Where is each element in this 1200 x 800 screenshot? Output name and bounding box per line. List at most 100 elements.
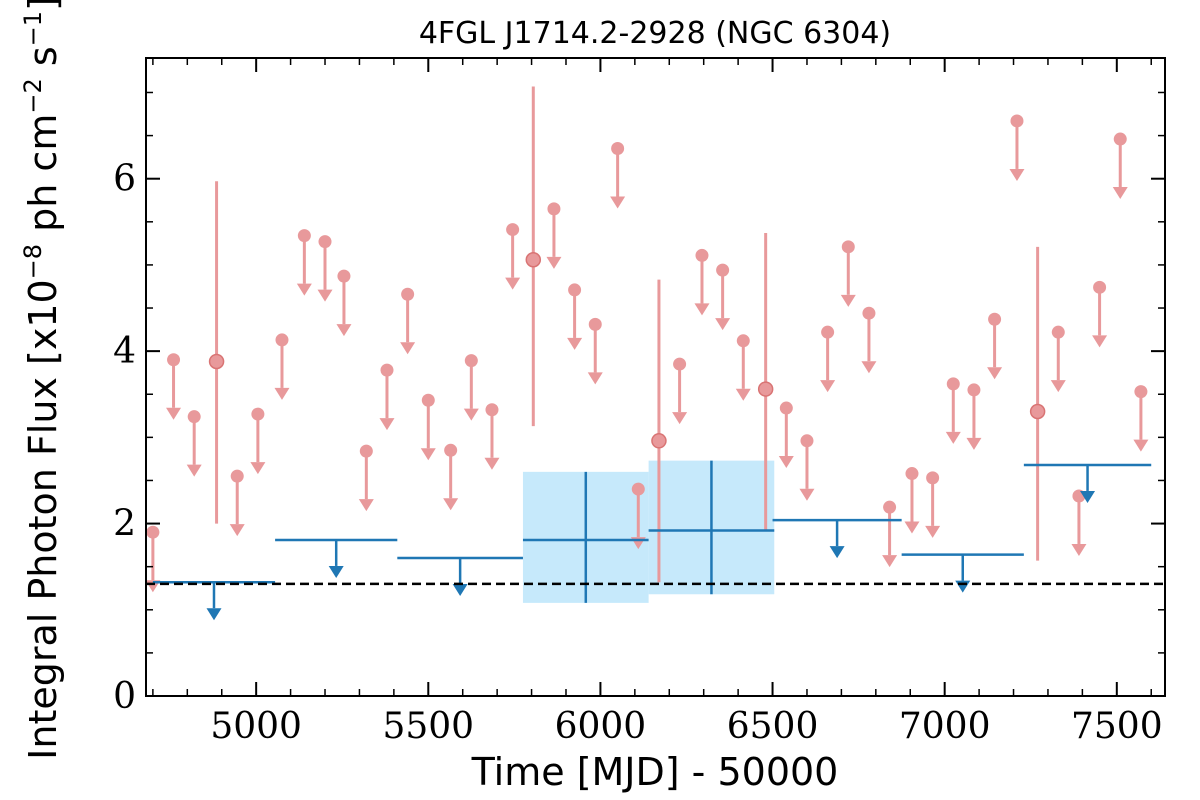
short-ul-point-27: [800, 434, 814, 448]
short-ul-arrow-17: [546, 256, 562, 269]
short-ul-arrow-26: [778, 456, 794, 469]
short-ul-arrow-22: [672, 412, 688, 425]
short-ul-arrow-24: [715, 318, 731, 331]
short-ul-arrow-32: [904, 521, 920, 534]
y-tick-label-1: 2: [113, 504, 136, 545]
short-ul-point-36: [988, 312, 1002, 326]
short-ul-point-29: [841, 240, 855, 254]
y-axis-label-exp3: −1: [19, 11, 47, 46]
short-ul-point-15: [485, 403, 499, 417]
y-axis-label-end: ]: [21, 0, 65, 11]
x-tick-label-3: 6500: [727, 706, 819, 747]
short-det-point-4: [1029, 403, 1046, 420]
short-ul-arrow-18: [567, 337, 583, 350]
x-tick-label-5: 7500: [1071, 706, 1163, 747]
y-axis-label-mid: ph cm: [21, 114, 65, 244]
short-ul-point-22: [673, 357, 687, 371]
short-ul-point-23: [695, 248, 709, 262]
short-ul-arrow-23: [694, 303, 710, 316]
short-ul-arrow-6: [296, 283, 312, 296]
short-ul-arrow-16: [505, 277, 521, 290]
plot-area: [146, 86, 1165, 621]
short-ul-point-2: [187, 410, 201, 424]
short-ul-arrow-3: [229, 524, 245, 537]
short-ul-point-21: [631, 482, 645, 496]
short-ul-arrow-14: [463, 408, 479, 421]
short-ul-arrow-36: [987, 367, 1003, 380]
short-ul-point-13: [444, 443, 458, 457]
short-ul-arrow-7: [317, 289, 333, 302]
short-ul-point-32: [905, 467, 919, 481]
short-ul-point-28: [821, 325, 835, 339]
short-ul-arrow-9: [358, 499, 374, 512]
short-ul-arrow-13: [443, 498, 459, 511]
short-ul-point-42: [1134, 385, 1148, 399]
short-ul-point-37: [1010, 114, 1024, 128]
short-ul-arrow-33: [925, 525, 941, 538]
chart-title: 4FGL J1714.2-2928 (NGC 6304): [419, 16, 891, 51]
short-ul-arrow-8: [336, 324, 352, 337]
plot-frame: [145, 57, 1166, 697]
short-ul-point-30: [862, 306, 876, 320]
short-ul-arrow-4: [250, 462, 266, 475]
y-axis-label-mid2: s: [21, 46, 65, 78]
short-ul-point-12: [421, 393, 435, 407]
short-ul-arrow-42: [1133, 439, 1149, 452]
short-ul-point-3: [230, 469, 244, 483]
short-ul-point-17: [547, 202, 561, 216]
short-ul-point-26: [779, 401, 793, 415]
short-ul-point-7: [318, 235, 332, 249]
long-ul-arrow-4: [955, 580, 971, 593]
short-ul-arrow-30: [861, 361, 877, 374]
short-ul-point-35: [967, 383, 981, 397]
short-ul-arrow-19: [587, 372, 603, 385]
short-ul-point-11: [401, 287, 415, 301]
short-ul-point-18: [568, 283, 582, 297]
short-ul-arrow-27: [799, 488, 815, 501]
short-ul-arrow-34: [945, 431, 961, 444]
short-ul-arrow-11: [400, 342, 416, 355]
short-ul-arrow-2: [186, 464, 202, 477]
short-ul-point-1: [167, 353, 181, 367]
short-ul-arrow-41: [1112, 187, 1128, 200]
short-ul-point-19: [588, 317, 602, 331]
short-ul-point-0: [146, 525, 160, 539]
short-ul-point-40: [1093, 280, 1107, 294]
short-ul-arrow-28: [820, 380, 836, 393]
short-ul-point-5: [275, 333, 289, 347]
short-ul-point-8: [337, 269, 351, 283]
short-ul-arrow-38: [1050, 380, 1066, 393]
short-det-point-3: [757, 381, 774, 397]
short-ul-arrow-10: [379, 418, 395, 431]
y-axis-label-exp2: −2: [19, 78, 47, 113]
y-axis-label: Integral Photon Flux [x10−8 ph cm−2 s−1]: [19, 0, 65, 760]
short-ul-point-24: [716, 263, 730, 277]
short-ul-point-41: [1113, 132, 1127, 146]
short-ul-arrow-20: [610, 196, 626, 209]
x-tick-label-1: 5500: [382, 706, 474, 747]
y-axis-label-base: Integral Photon Flux [x10: [21, 279, 65, 760]
short-ul-point-34: [946, 377, 960, 391]
long-ul-arrow-1: [328, 565, 344, 578]
short-ul-arrow-35: [966, 437, 982, 450]
short-ul-arrow-15: [484, 457, 500, 470]
x-tick-label-2: 6000: [555, 706, 647, 747]
long-ul-arrow-0: [206, 608, 222, 621]
short-ul-arrow-37: [1009, 168, 1025, 181]
long-ul-arrow-5: [1080, 490, 1096, 503]
short-det-point-1: [525, 251, 542, 268]
short-ul-point-10: [380, 363, 394, 377]
short-ul-point-4: [251, 407, 265, 421]
short-ul-point-9: [359, 444, 373, 458]
short-ul-arrow-25: [735, 388, 751, 401]
long-ul-arrow-3: [829, 546, 845, 559]
short-ul-point-25: [736, 334, 750, 348]
short-ul-point-31: [883, 500, 897, 514]
short-ul-arrow-31: [882, 555, 898, 568]
short-ul-point-33: [926, 471, 940, 485]
x-tick-label-4: 7000: [899, 706, 991, 747]
short-ul-arrow-5: [274, 387, 290, 400]
axes-ticks: 5000 5500 6000 6500 7000 7500 0 2 4 6: [113, 58, 1165, 747]
x-tick-label-0: 5000: [210, 706, 302, 747]
short-ul-point-20: [611, 142, 625, 156]
